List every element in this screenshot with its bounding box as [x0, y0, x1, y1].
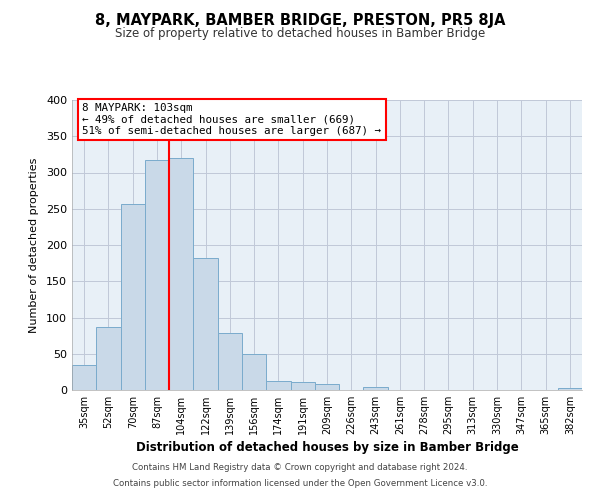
Bar	[315, 384, 339, 390]
Y-axis label: Number of detached properties: Number of detached properties	[29, 158, 39, 332]
Text: Contains public sector information licensed under the Open Government Licence v3: Contains public sector information licen…	[113, 478, 487, 488]
Bar	[242, 354, 266, 390]
Text: 8, MAYPARK, BAMBER BRIDGE, PRESTON, PR5 8JA: 8, MAYPARK, BAMBER BRIDGE, PRESTON, PR5 …	[95, 12, 505, 28]
Bar	[72, 364, 96, 390]
Bar	[121, 204, 145, 390]
Text: Contains HM Land Registry data © Crown copyright and database right 2024.: Contains HM Land Registry data © Crown c…	[132, 464, 468, 472]
Bar	[169, 158, 193, 390]
Bar	[96, 327, 121, 390]
Bar	[558, 388, 582, 390]
Bar	[193, 258, 218, 390]
Text: 8 MAYPARK: 103sqm
← 49% of detached houses are smaller (669)
51% of semi-detache: 8 MAYPARK: 103sqm ← 49% of detached hous…	[82, 103, 381, 136]
Bar	[145, 160, 169, 390]
Bar	[266, 380, 290, 390]
Bar	[364, 387, 388, 390]
Bar	[218, 332, 242, 390]
X-axis label: Distribution of detached houses by size in Bamber Bridge: Distribution of detached houses by size …	[136, 441, 518, 454]
Bar	[290, 382, 315, 390]
Text: Size of property relative to detached houses in Bamber Bridge: Size of property relative to detached ho…	[115, 28, 485, 40]
